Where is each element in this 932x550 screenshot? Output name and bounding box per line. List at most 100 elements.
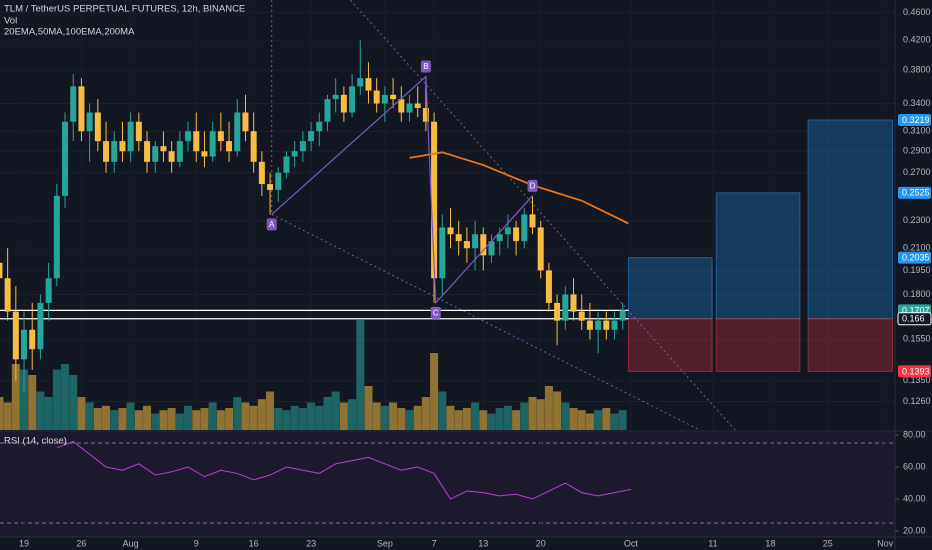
level-tag xyxy=(897,312,932,326)
candle-body xyxy=(586,320,593,330)
candle-body xyxy=(603,320,610,330)
x-tick-label: 7 xyxy=(432,538,437,548)
volume-bar xyxy=(175,413,184,430)
volume-bar xyxy=(323,397,332,430)
candle-body xyxy=(340,94,347,113)
candle-body xyxy=(562,294,569,321)
volume-bar xyxy=(544,386,553,430)
candle-body xyxy=(619,310,626,321)
candle-body xyxy=(0,262,3,279)
candle-body xyxy=(299,141,306,152)
candle-body xyxy=(406,103,413,113)
volume-bar xyxy=(397,408,406,430)
volume-bar xyxy=(487,413,496,430)
x-tick-label: Sep xyxy=(377,538,393,548)
candle-body xyxy=(53,195,60,279)
volume-bar xyxy=(331,391,340,430)
candle-body xyxy=(570,294,577,312)
candle-body xyxy=(168,151,175,162)
x-tick-label: 26 xyxy=(76,538,86,548)
level-tag xyxy=(898,186,931,199)
volume-bar xyxy=(307,402,316,430)
indicators-label: 20EMA,50MA,100EMA,200MA xyxy=(4,27,135,38)
volume-bar xyxy=(528,397,537,430)
level-label: 0.2525 xyxy=(902,188,930,198)
candle-body xyxy=(152,146,159,162)
volume-bar xyxy=(389,402,398,430)
pattern-point xyxy=(430,306,441,319)
volume-bar xyxy=(446,405,455,430)
target-box xyxy=(807,119,894,320)
pattern-label: A xyxy=(269,220,275,229)
volume-bar xyxy=(290,405,299,430)
pattern-point xyxy=(420,60,431,73)
volume-bar xyxy=(602,408,611,430)
volume-bar xyxy=(225,408,234,430)
candle-body xyxy=(595,320,602,330)
volume-bar xyxy=(134,410,143,430)
x-tick-label: 9 xyxy=(194,538,199,548)
volume-bar xyxy=(102,405,111,430)
x-tick-label: Oct xyxy=(624,538,639,548)
volume-bar xyxy=(44,397,53,430)
candle-body xyxy=(127,121,134,152)
candle-body xyxy=(431,121,438,279)
volume-bar xyxy=(110,410,119,430)
candle-body xyxy=(545,270,552,303)
rsi-line xyxy=(56,440,632,500)
x-tick-label: 20 xyxy=(536,538,546,548)
target-box xyxy=(715,192,801,320)
x-tick-label: 18 xyxy=(765,538,775,548)
y-tick-label: 0.1800 xyxy=(903,289,931,299)
volume-bar xyxy=(274,408,283,430)
volume-bar xyxy=(553,391,562,430)
volume-bar xyxy=(536,399,545,430)
rsi-tick-label: 20.00 xyxy=(903,525,926,535)
x-tick-label: 19 xyxy=(19,538,29,548)
candle-body xyxy=(209,131,216,157)
candle-body xyxy=(160,146,167,152)
rsi-tick-label: 80.00 xyxy=(903,429,926,439)
candle-body xyxy=(554,302,561,321)
volume-bar xyxy=(520,402,529,430)
candle-body xyxy=(308,131,315,142)
volume-bar xyxy=(471,402,480,430)
stop-box xyxy=(807,318,894,372)
candle-body xyxy=(480,234,487,256)
volume-bar xyxy=(618,410,627,430)
y-tick-label: 0.1350 xyxy=(903,375,931,385)
y-tick-label: 0.1950 xyxy=(903,265,931,275)
volume-bar xyxy=(233,397,242,430)
rsi-tick-label: 60.00 xyxy=(903,461,926,471)
candle-body xyxy=(62,121,69,196)
level-tag xyxy=(898,113,931,126)
y-tick-label: 0.4200 xyxy=(903,34,931,44)
candle-body xyxy=(291,151,298,157)
level-label: 0.2035 xyxy=(902,252,930,262)
y-tick-label: 0.1550 xyxy=(903,334,931,344)
candle-body xyxy=(529,214,536,228)
candle-body xyxy=(332,94,339,100)
chart-title: TLM / TetherUS PERPETUAL FUTURES, 12h, B… xyxy=(4,4,245,15)
candle-body xyxy=(12,311,19,360)
candle-body xyxy=(275,172,282,190)
x-tick-label: 25 xyxy=(823,538,833,548)
candle-body xyxy=(422,107,429,122)
x-tick-label: Nov xyxy=(877,538,894,548)
candle-body xyxy=(488,241,495,256)
candle-body xyxy=(45,278,52,303)
volume-bar xyxy=(36,391,45,430)
level-label: 0.3219 xyxy=(902,115,930,125)
volume-bar xyxy=(462,408,471,430)
volume-bar xyxy=(430,353,439,430)
candle-body xyxy=(504,227,511,235)
candle-body xyxy=(578,311,585,321)
pattern-point xyxy=(266,218,277,231)
candle-body xyxy=(29,329,36,350)
candle-body xyxy=(324,99,331,122)
candle-body xyxy=(537,227,544,271)
volume-bar xyxy=(356,320,365,430)
candle-body xyxy=(258,161,265,185)
volume-bar xyxy=(151,413,160,430)
